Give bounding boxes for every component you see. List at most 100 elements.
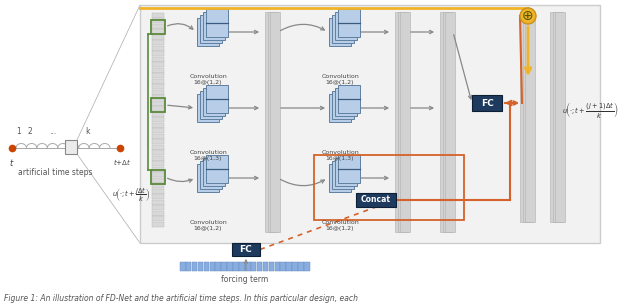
Bar — [152, 111, 164, 116]
Bar — [525, 12, 535, 222]
Bar — [445, 12, 455, 232]
Bar — [555, 12, 565, 222]
Bar — [152, 29, 164, 34]
Bar — [520, 12, 530, 222]
Bar — [200, 15, 222, 43]
Bar — [198, 262, 204, 271]
Bar — [233, 262, 239, 271]
Bar — [152, 56, 164, 62]
Text: Convolution
16@(1,3): Convolution 16@(1,3) — [321, 150, 359, 161]
Bar — [251, 262, 257, 271]
Bar — [200, 161, 222, 189]
Bar — [232, 243, 260, 256]
Bar — [180, 262, 186, 271]
Bar — [152, 221, 164, 226]
Bar — [152, 188, 164, 193]
Bar — [329, 18, 351, 46]
Text: $u\!\left(\cdot;t+\dfrac{(j+1)\Delta t}{k}\right)$: $u\!\left(\cdot;t+\dfrac{(j+1)\Delta t}{… — [562, 100, 618, 120]
Circle shape — [520, 8, 536, 24]
Bar — [270, 12, 280, 232]
Bar — [152, 144, 164, 149]
Bar — [151, 170, 165, 184]
Text: Convolution
16@(1,2): Convolution 16@(1,2) — [189, 74, 227, 85]
Text: Concat: Concat — [361, 196, 391, 205]
Bar — [335, 88, 357, 116]
Bar — [152, 18, 164, 23]
Text: $t$+$\Delta t$: $t$+$\Delta t$ — [113, 157, 131, 167]
Bar — [152, 84, 164, 89]
Bar — [65, 140, 77, 154]
Bar — [151, 98, 165, 112]
Bar — [151, 20, 165, 34]
Bar — [152, 194, 164, 199]
Bar — [152, 150, 164, 155]
Bar — [216, 262, 221, 271]
Bar — [206, 85, 228, 113]
Bar — [152, 106, 164, 111]
Bar — [209, 262, 215, 271]
Text: 1: 1 — [17, 127, 21, 136]
Text: Convolution
16@(1,2): Convolution 16@(1,2) — [189, 220, 227, 231]
Bar — [204, 262, 209, 271]
Text: ...: ... — [49, 127, 56, 136]
Bar — [472, 95, 502, 111]
Text: $u\!\left(\cdot;t+\dfrac{j\Delta t}{k}\right)$: $u\!\left(\cdot;t+\dfrac{j\Delta t}{k}\r… — [112, 186, 150, 204]
Bar — [298, 262, 304, 271]
Bar — [257, 262, 262, 271]
Bar — [152, 67, 164, 72]
Bar — [400, 12, 410, 232]
Bar — [335, 158, 357, 186]
Bar — [338, 155, 360, 183]
Bar — [152, 128, 164, 133]
Bar — [239, 262, 244, 271]
Text: artificial time steps: artificial time steps — [18, 168, 92, 177]
Text: Convolution
16@(1,2): Convolution 16@(1,2) — [321, 74, 359, 85]
Bar — [221, 262, 227, 271]
Bar — [292, 262, 298, 271]
Bar — [152, 183, 164, 188]
Bar — [152, 172, 164, 177]
Bar — [197, 18, 219, 46]
Bar — [203, 88, 225, 116]
Text: 2: 2 — [28, 127, 33, 136]
Bar — [203, 158, 225, 186]
Bar — [275, 262, 280, 271]
Bar — [186, 262, 191, 271]
Text: Figure 1: An illustration of FD-Net and the artificial time steps. In this parti: Figure 1: An illustration of FD-Net and … — [4, 294, 358, 303]
Bar — [442, 12, 452, 232]
Bar — [152, 123, 164, 128]
Bar — [152, 210, 164, 216]
Text: Convolution
16@(1,2): Convolution 16@(1,2) — [321, 220, 359, 231]
Bar — [522, 12, 532, 222]
Bar — [265, 12, 275, 232]
Bar — [206, 9, 228, 37]
Bar — [192, 262, 197, 271]
Text: Convolution
16@(1,3): Convolution 16@(1,3) — [189, 150, 227, 161]
Bar — [197, 94, 219, 122]
Bar — [152, 161, 164, 166]
Bar — [152, 40, 164, 45]
Bar — [197, 164, 219, 192]
Bar — [356, 193, 396, 207]
Bar — [338, 85, 360, 113]
Bar — [245, 262, 250, 271]
Bar — [550, 12, 560, 222]
Bar — [552, 12, 563, 222]
Bar — [286, 262, 292, 271]
Bar — [152, 73, 164, 78]
Bar — [329, 94, 351, 122]
Bar — [338, 9, 360, 37]
Bar — [152, 205, 164, 210]
Bar — [269, 262, 274, 271]
Bar — [440, 12, 450, 232]
Bar — [329, 164, 351, 192]
Bar — [152, 216, 164, 221]
Bar — [206, 155, 228, 183]
Bar — [227, 262, 233, 271]
Bar — [152, 13, 164, 18]
Bar — [152, 34, 164, 39]
Bar — [152, 23, 164, 29]
Bar — [203, 12, 225, 40]
Bar — [152, 95, 164, 100]
Bar — [152, 62, 164, 67]
